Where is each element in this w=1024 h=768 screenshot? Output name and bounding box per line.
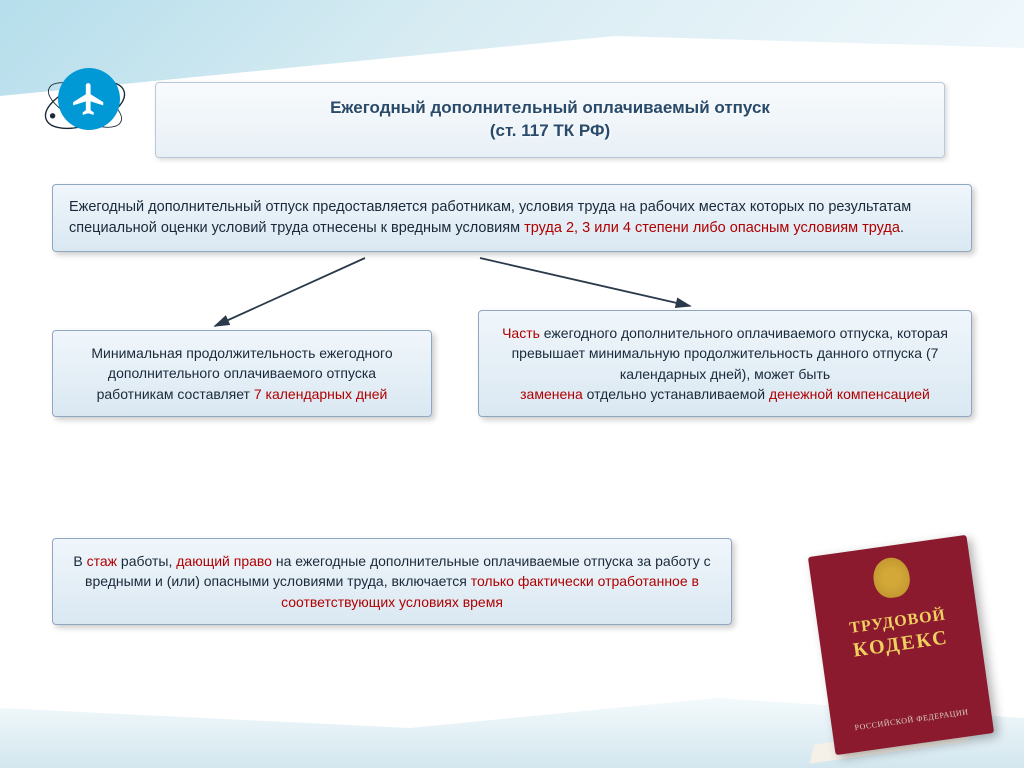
book-subtitle: РОССИЙСКОЙ ФЕДЕРАЦИИ [854,707,969,732]
right-mid-2: отдельно устанавливаемой [587,386,769,402]
b-r2: дающий право [176,553,276,569]
compensation-box: Часть ежегодного дополнительного оплачив… [478,310,972,417]
slide-title: Ежегодный дополнительный оплачиваемый от… [155,82,945,158]
intro-text-suffix: . [900,220,904,236]
logo-badge [40,68,120,148]
airplane-icon [70,80,108,118]
intro-box: Ежегодный дополнительный отпуск предоста… [52,184,972,252]
left-red: 7 календарных дней [254,386,388,402]
right-red-1: Часть [502,325,544,341]
right-red-3: денежной компенсацией [769,386,930,402]
rf-emblem-icon [871,555,912,600]
title-line-2: (ст. 117 ТК РФ) [490,121,610,140]
b-p1: В [73,553,86,569]
b-r1: стаж [87,553,121,569]
intro-text-red: труда 2, 3 или 4 степени либо опасным ус… [524,220,900,236]
labor-code-book: ТРУДОВОЙ КОДЕКС РОССИЙСКОЙ ФЕДЕРАЦИИ [796,540,1006,750]
right-red-2: заменена [520,386,587,402]
book-cover: ТРУДОВОЙ КОДЕКС РОССИЙСКОЙ ФЕДЕРАЦИИ [808,535,994,755]
b-p2: работы, [121,553,176,569]
min-duration-box: Минимальная продолжительность ежегодного… [52,330,432,417]
title-line-1: Ежегодный дополнительный оплачиваемый от… [330,98,770,117]
seniority-box: В стаж работы, дающий право на ежегодные… [52,538,732,625]
arrow-left-icon [190,252,390,342]
right-mid-1: ежегодного дополнительного оплачиваемого… [512,325,948,382]
